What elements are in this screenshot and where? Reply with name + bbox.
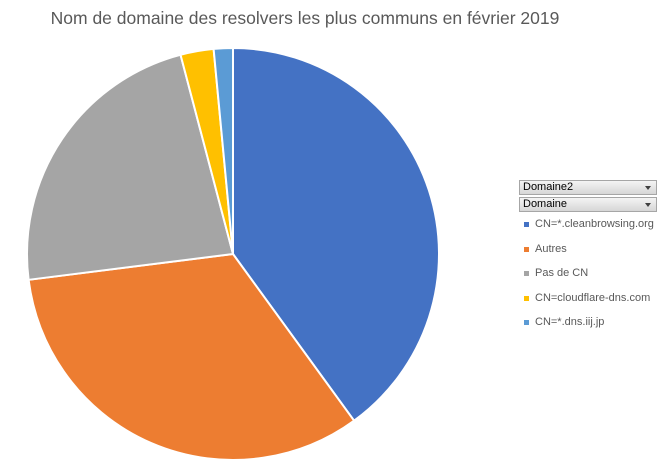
chevron-down-icon <box>645 186 651 190</box>
pie-slices <box>26 46 440 461</box>
domaine2-filter-label: Domaine2 <box>523 181 574 193</box>
legend-swatch <box>524 222 529 227</box>
legend-label: Autres <box>535 242 567 255</box>
legend-swatch <box>524 271 529 276</box>
legend-label: CN=*.dns.iij.jp <box>535 316 605 328</box>
legend-item: CN=cloudflare-dns.com <box>524 292 664 317</box>
legend-swatch <box>524 320 529 325</box>
pie-slice-1 <box>232 47 440 422</box>
legend-item: CN=*.cleanbrowsing.org <box>524 218 664 243</box>
chart-title: Nom de domaine des resolvers les plus co… <box>50 8 560 28</box>
chevron-down-icon <box>645 203 651 207</box>
domaine-filter-label: Domaine <box>523 198 568 210</box>
legend-swatch <box>524 295 529 301</box>
legend-item: Pas de CN <box>524 267 664 292</box>
legend-swatch <box>524 246 529 252</box>
domaine2-filter-button[interactable]: Domaine2 <box>519 180 657 195</box>
chart-legend: CN=*.cleanbrowsing.org Autres Pas de CN CN=… <box>524 218 664 341</box>
legend-label: CN=cloudflare-dns.com <box>535 291 651 304</box>
pie-slice-2 <box>27 253 356 461</box>
domaine-filter-button[interactable]: Domaine <box>519 197 657 212</box>
legend-item: Autres <box>524 243 664 268</box>
legend-label: CN=*.cleanbrowsing.org <box>535 218 654 230</box>
pie-slice-3 <box>26 53 234 281</box>
legend-item: CN=*.dns.iij.jp <box>524 316 664 341</box>
pie-slice-5 <box>212 46 234 255</box>
legend-label: Pas de CN <box>535 267 589 279</box>
